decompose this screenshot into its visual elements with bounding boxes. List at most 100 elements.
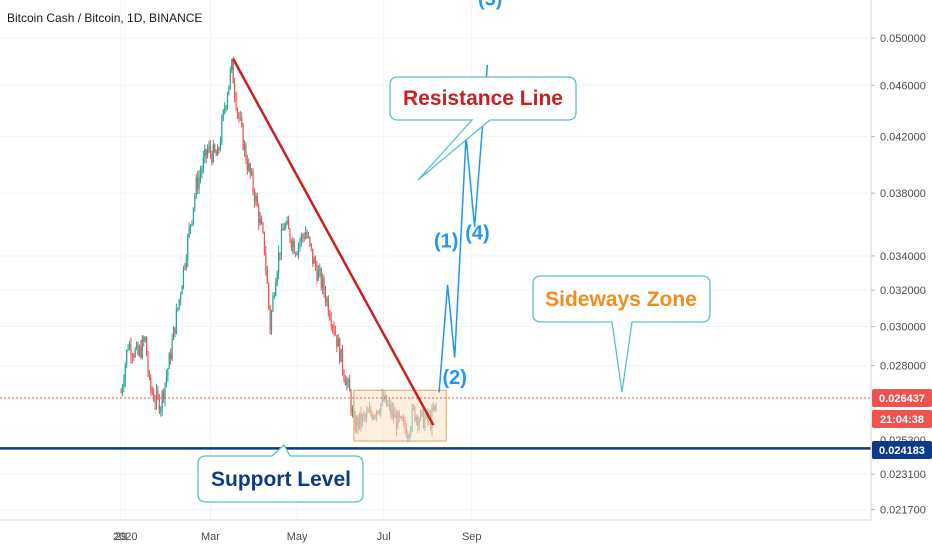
candle-body bbox=[195, 177, 197, 196]
candle-body bbox=[302, 235, 304, 237]
wave-label: (5) bbox=[478, 0, 502, 10]
candle-body bbox=[283, 227, 285, 231]
candle-body bbox=[329, 313, 331, 319]
wave-label: (1) bbox=[434, 231, 458, 253]
candle-body bbox=[334, 331, 337, 335]
candle-body bbox=[214, 144, 216, 152]
candle-body bbox=[175, 309, 177, 334]
candle-body bbox=[234, 83, 236, 96]
candle-body bbox=[164, 383, 166, 399]
y-tick-label: 0.023100 bbox=[880, 469, 926, 481]
candle-body bbox=[300, 235, 302, 242]
candle-body bbox=[343, 371, 345, 379]
y-tick-label: 0.042000 bbox=[880, 132, 926, 144]
candle-body bbox=[316, 266, 318, 281]
candle-body bbox=[199, 173, 202, 177]
candle-body bbox=[248, 163, 250, 170]
support-callout: Support Level bbox=[197, 443, 364, 503]
projected-wave-path bbox=[438, 64, 489, 393]
candle-body bbox=[232, 59, 234, 84]
candle-body bbox=[153, 393, 155, 401]
candle-body bbox=[155, 390, 158, 404]
candle-body bbox=[145, 336, 148, 356]
candle-body bbox=[161, 391, 163, 409]
candle-body bbox=[229, 69, 231, 86]
candle-body bbox=[225, 105, 227, 109]
candle-body bbox=[293, 240, 295, 253]
candle-body bbox=[313, 258, 315, 264]
x-tick-label: Mar bbox=[201, 531, 220, 543]
candle-body bbox=[319, 269, 321, 271]
candle-body bbox=[344, 378, 346, 386]
y-tick-label: 0.021700 bbox=[880, 504, 926, 516]
candle-body bbox=[181, 286, 183, 295]
candle-body bbox=[299, 241, 301, 245]
resistance-line bbox=[232, 58, 435, 426]
candle-body bbox=[218, 148, 220, 150]
wave-label: (4) bbox=[465, 223, 489, 245]
candle-body bbox=[165, 375, 168, 384]
y-tick-label: 0.028000 bbox=[880, 361, 926, 373]
candle-body bbox=[188, 227, 190, 237]
candle-body bbox=[147, 355, 149, 373]
candle-body bbox=[134, 348, 136, 357]
candle-body bbox=[222, 110, 224, 119]
candle-body bbox=[266, 269, 268, 284]
candle-body bbox=[189, 224, 192, 228]
candle-body bbox=[231, 59, 233, 70]
candle-body bbox=[289, 228, 291, 241]
candle-body bbox=[326, 298, 328, 302]
support-price-tag: 0.024183 bbox=[872, 441, 932, 459]
candle-body bbox=[245, 144, 247, 162]
candle-body bbox=[136, 344, 138, 349]
candle-body bbox=[309, 236, 311, 244]
candle-body bbox=[330, 318, 332, 326]
candle-body bbox=[121, 387, 124, 393]
x-tick-label: 29 bbox=[115, 531, 127, 543]
candle-body bbox=[219, 141, 221, 150]
candle-body bbox=[157, 390, 159, 397]
candle-body bbox=[205, 149, 207, 156]
candle-body bbox=[124, 364, 126, 381]
candle-body bbox=[184, 266, 186, 268]
sideways-zone-label: Sideways Zone bbox=[545, 288, 697, 311]
y-tick-label: 0.038000 bbox=[880, 188, 926, 200]
candle-body bbox=[160, 408, 162, 412]
candle-body bbox=[349, 379, 351, 392]
candle-body bbox=[216, 148, 219, 156]
candle-body bbox=[314, 258, 317, 267]
candle-body bbox=[273, 295, 275, 297]
candle-body bbox=[331, 325, 334, 327]
grid-lines bbox=[0, 0, 868, 520]
candle-body bbox=[167, 368, 169, 376]
candle-body bbox=[297, 244, 300, 254]
candle-body bbox=[130, 344, 132, 357]
y-tick-label: 0.030000 bbox=[880, 322, 926, 334]
candle-body bbox=[252, 172, 254, 192]
candle-body bbox=[228, 85, 230, 95]
candle-body bbox=[158, 396, 160, 412]
candle-body bbox=[182, 266, 185, 287]
countdown-tag: 21:04:38 bbox=[872, 410, 932, 428]
sideways-callout: Sideways Zone bbox=[532, 275, 711, 393]
candle-body bbox=[243, 144, 246, 150]
candle-body bbox=[339, 338, 341, 362]
candle-body bbox=[258, 206, 260, 224]
candle-body bbox=[172, 327, 175, 340]
candle-body bbox=[333, 326, 335, 332]
candle-body bbox=[120, 392, 122, 394]
candle-body bbox=[194, 195, 196, 208]
candle-body bbox=[201, 169, 203, 174]
candle-body bbox=[204, 149, 206, 158]
candle-body bbox=[202, 157, 204, 170]
candle-body bbox=[290, 240, 292, 248]
candle-body bbox=[198, 176, 200, 189]
candle-body bbox=[259, 218, 261, 224]
y-tick-label: 0.046000 bbox=[880, 80, 926, 92]
candle-body bbox=[242, 124, 244, 150]
candle-body bbox=[263, 231, 266, 253]
candle-body bbox=[275, 282, 277, 296]
resistance-callout: Resistance Line bbox=[389, 76, 577, 181]
candle-body bbox=[270, 311, 273, 331]
